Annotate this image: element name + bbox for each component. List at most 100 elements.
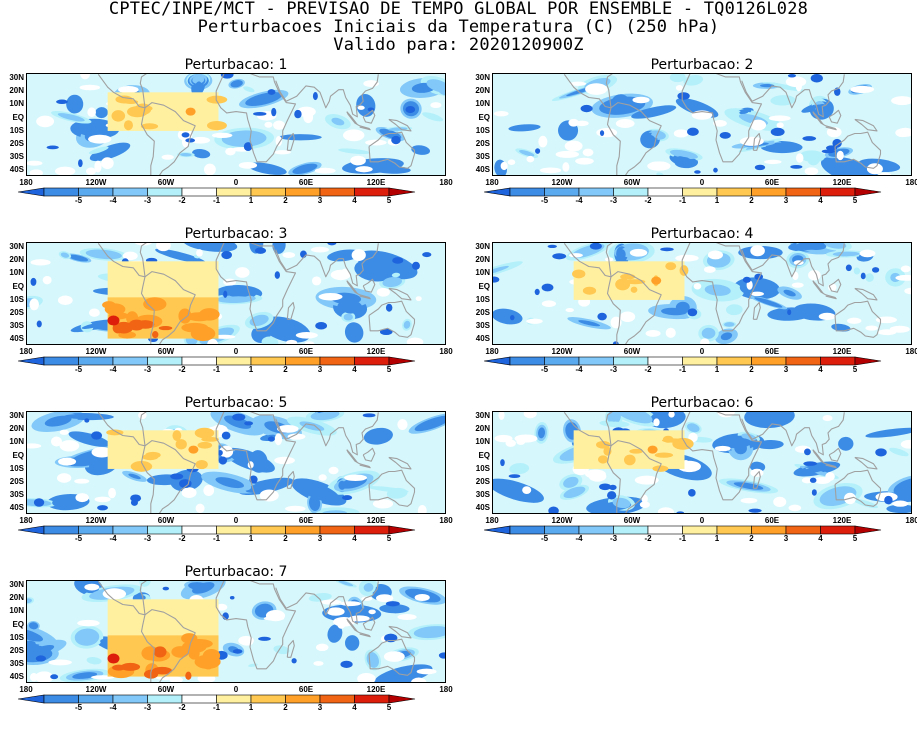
- lat-label: 30N: [475, 73, 490, 82]
- lon-label: 180: [439, 685, 453, 694]
- lon-label: 120W: [85, 685, 107, 694]
- lon-label: 60E: [298, 516, 314, 525]
- lat-label: 30S: [9, 321, 24, 331]
- lon-label: 60W: [157, 685, 175, 694]
- lat-label: 20S: [9, 646, 24, 655]
- colorbar-label: 3: [317, 534, 323, 543]
- panel-title: Perturbacao: 5: [184, 395, 288, 411]
- lat-label: 20S: [9, 477, 24, 486]
- lon-label: 180: [19, 178, 33, 187]
- lon-label: 0: [699, 178, 705, 187]
- lon-label: 60E: [764, 516, 780, 525]
- colorbar-label: -2: [178, 534, 186, 543]
- lon-label: 180: [439, 516, 453, 525]
- lat-label: 20S: [9, 308, 24, 317]
- perturbation-panel: Perturbacao: 6 30N 20N 10N EQ 10S 20S 30S 40S 180…: [466, 395, 917, 563]
- lon-label: 120W: [551, 347, 573, 356]
- lon-label: 120E: [366, 685, 386, 694]
- lon-label: 60W: [157, 516, 175, 525]
- lon-label: 120W: [551, 516, 573, 525]
- lon-label: 120W: [85, 178, 107, 187]
- perturbation-panel: Perturbacao: 2 30N 20N 10N EQ 10S 20S 30S 40S 180…: [466, 57, 917, 225]
- lat-label: 40S: [9, 672, 24, 682]
- colorbar-label: -3: [143, 196, 152, 205]
- lat-label: 20N: [9, 424, 24, 434]
- colorbar-label: -1: [678, 365, 687, 374]
- lon-label: 180: [19, 685, 33, 694]
- colorbar-label: -1: [678, 534, 687, 543]
- lat-label: 30S: [9, 490, 24, 500]
- colorbar-label: 4: [352, 196, 357, 205]
- colorbar-label: 2: [283, 534, 288, 543]
- panel-title: Perturbacao: 3: [184, 226, 288, 242]
- lat-label: EQ: [478, 281, 490, 291]
- colorbar-label: -1: [212, 365, 221, 374]
- lon-label: 120E: [832, 516, 852, 525]
- lat-label: 20N: [475, 255, 490, 265]
- lat-label: 20S: [475, 477, 490, 486]
- lat-label: 10S: [9, 463, 24, 473]
- lat-label: 10N: [475, 268, 490, 278]
- lon-label: 180: [19, 347, 33, 356]
- lat-label: 10N: [9, 606, 24, 616]
- colorbar-label: 3: [783, 534, 789, 543]
- colorbar-label: -2: [644, 365, 652, 374]
- lon-label: 60W: [157, 347, 175, 356]
- lon-label: 0: [233, 347, 239, 356]
- temperature-perturbation-map: [492, 242, 912, 345]
- lon-label: 0: [699, 347, 705, 356]
- perturbation-panel: Perturbacao: 5 30N 20N 10N EQ 10S 20S 30S 40S 180…: [0, 395, 460, 563]
- temperature-perturbation-map: [492, 411, 912, 514]
- lat-label: 30N: [475, 242, 490, 251]
- lon-label: 60E: [298, 347, 314, 356]
- colorbar-label: -2: [178, 196, 186, 205]
- lat-label: EQ: [12, 112, 24, 122]
- lat-label: 10N: [9, 437, 24, 447]
- colorbar-label: 5: [852, 534, 858, 543]
- lat-label: 10S: [475, 463, 490, 473]
- perturbation-panel: Perturbacao: 1 30N 20N 10N EQ 10S 20S 30S 40S 180…: [0, 57, 460, 225]
- colorbar-label: 3: [317, 196, 323, 205]
- colorbar-label: 5: [386, 534, 392, 543]
- colorbar: [18, 187, 416, 197]
- lat-label: 20N: [9, 86, 24, 96]
- lon-label: 120E: [366, 347, 386, 356]
- lon-label: 60E: [764, 347, 780, 356]
- colorbar-label: -4: [109, 365, 117, 374]
- perturbation-panel: Perturbacao: 4 30N 20N 10N EQ 10S 20S 30S 40S 180…: [466, 226, 917, 394]
- colorbar: [18, 694, 416, 704]
- colorbar-label: 2: [283, 703, 288, 712]
- lat-label: 40S: [9, 334, 24, 344]
- lon-label: 0: [699, 516, 705, 525]
- colorbar-label: 4: [818, 196, 823, 205]
- lon-label: 120E: [832, 178, 852, 187]
- colorbar-label: -4: [575, 196, 583, 205]
- colorbar-label: 4: [818, 365, 823, 374]
- lat-label: EQ: [12, 281, 24, 291]
- lat-label: 30S: [475, 152, 490, 162]
- lat-label: 10N: [9, 268, 24, 278]
- temperature-perturbation-map: [26, 242, 446, 345]
- colorbar-label: -4: [109, 703, 117, 712]
- lon-label: 120W: [551, 178, 573, 187]
- lat-label: EQ: [478, 450, 490, 460]
- lat-label: EQ: [12, 450, 24, 460]
- temperature-perturbation-map: [26, 580, 446, 683]
- colorbar-label: 5: [386, 703, 392, 712]
- lon-label: 180: [439, 178, 453, 187]
- panel-title: Perturbacao: 7: [184, 564, 288, 580]
- lon-label: 180: [439, 347, 453, 356]
- lon-label: 60W: [157, 178, 175, 187]
- lon-label: 0: [233, 178, 239, 187]
- lat-label: 20N: [475, 424, 490, 434]
- lon-label: 60W: [623, 178, 641, 187]
- temperature-perturbation-map: [492, 73, 912, 176]
- lon-label: 120W: [85, 347, 107, 356]
- colorbar-label: 1: [714, 365, 720, 374]
- colorbar-label: 1: [714, 534, 720, 543]
- lon-label: 0: [233, 516, 239, 525]
- lat-label: 10S: [475, 125, 490, 135]
- lon-label: 180: [905, 178, 917, 187]
- colorbar-label: -5: [540, 365, 549, 374]
- colorbar-label: 3: [317, 703, 323, 712]
